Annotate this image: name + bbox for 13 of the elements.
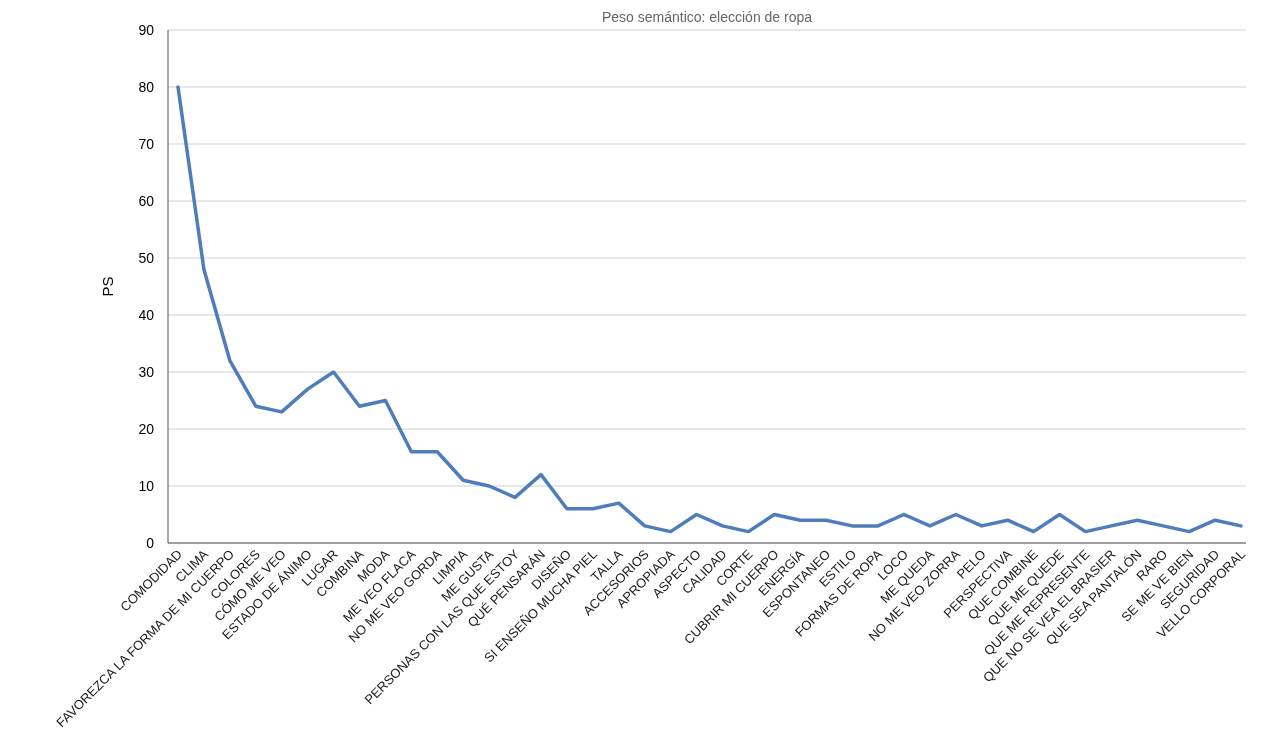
y-tick-label: 50 [138, 249, 155, 266]
y-tick-label: 80 [138, 78, 155, 95]
y-tick-label: 30 [138, 363, 155, 380]
y-tick-label: 70 [138, 135, 155, 152]
y-axis-title: PS [99, 276, 116, 297]
y-tick-label: 90 [138, 21, 155, 38]
line-series [176, 85, 1243, 534]
y-tick-label: 60 [138, 192, 155, 209]
y-tick-label: 20 [138, 420, 155, 437]
y-tick-label: 0 [146, 534, 155, 551]
y-tick-label: 10 [138, 477, 155, 494]
chart-title: Peso semántico: elección de ropa [601, 9, 813, 25]
y-tick-label: 40 [138, 306, 155, 323]
